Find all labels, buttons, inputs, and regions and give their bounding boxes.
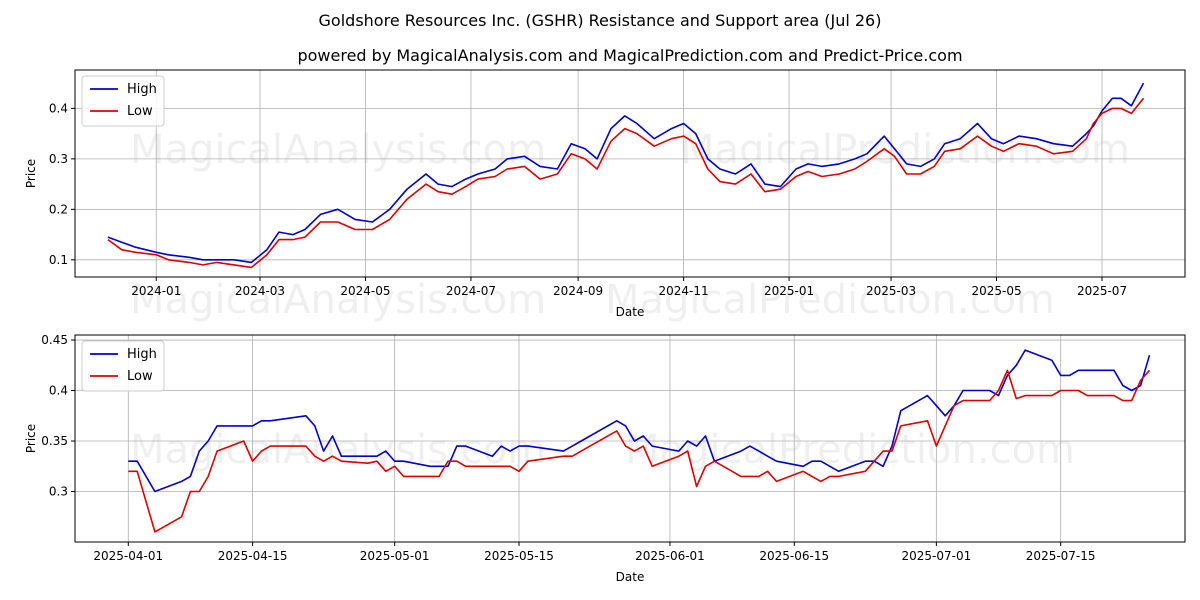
watermark-analysis-top: MagicalAnalysis.com	[130, 127, 546, 173]
series-line-low	[128, 369, 1151, 533]
x-tick-label: 2025-07-01	[901, 549, 971, 563]
plot-frame	[74, 334, 1186, 543]
x-tick-label: 2024-05	[340, 284, 390, 298]
figure-subtitle: powered by MagicalAnalysis.com and Magic…	[297, 46, 962, 65]
y-axis-label: Price	[24, 159, 38, 188]
x-tick-label: 2024-11	[659, 284, 709, 298]
x-tick-label: 2025-07-15	[1026, 549, 1096, 563]
legend-label-high: High	[127, 82, 157, 97]
plot-frame	[74, 69, 1186, 278]
x-tick-label: 2025-04-15	[218, 549, 288, 563]
y-tick-label: 0.35	[41, 434, 68, 448]
legend-label-low: Low	[127, 104, 153, 119]
legend-label-high: High	[127, 347, 157, 362]
x-tick-label: 2025-01	[764, 284, 814, 298]
x-tick-label: 2025-03	[866, 284, 916, 298]
x-tick-label: 2025-05	[971, 284, 1021, 298]
watermark-prediction-bottom: MagicalPrediction.com	[625, 427, 1075, 473]
y-axis-label: Price	[24, 424, 38, 453]
y-tick-label: 0.45	[41, 333, 68, 347]
series-line-high	[128, 349, 1151, 493]
y-tick-label: 0.3	[49, 485, 68, 499]
x-axis-label: Date	[616, 570, 645, 584]
chart-bottom: 2025-04-01 2025-04-15 2025-05-01 2025-05-15…	[24, 333, 1186, 584]
figure-title: Goldshore Resources Inc. (GSHR) Resistan…	[319, 11, 882, 30]
watermarks: MagicalAnalysis.com MagicalPrediction.co…	[130, 127, 1130, 473]
watermark-prediction-top: MagicalPrediction.com	[680, 127, 1130, 173]
y-tick-label: 0.2	[49, 202, 68, 216]
legend-label-low: Low	[127, 369, 153, 384]
chart-top: 2024-01 2024-03 2024-05 2024-07 2024-09 2024-…	[24, 69, 1186, 319]
x-tick-label: 2025-06-01	[635, 549, 705, 563]
y-tick-label: 0.4	[49, 384, 68, 398]
x-tick-label: 2024-01	[131, 284, 181, 298]
watermark-prediction-mid: MagicalPrediction.com	[605, 277, 1055, 323]
y-tick-label: 0.3	[49, 152, 68, 166]
y-tick-label: 0.4	[49, 101, 68, 115]
x-tick-label: 2025-05-15	[484, 549, 554, 563]
x-tick-label: 2025-06-15	[759, 549, 829, 563]
series-line-high	[107, 82, 1145, 264]
x-axis-label: Date	[616, 305, 645, 319]
y-tick-label: 0.1	[49, 253, 68, 267]
x-tick-label: 2024-09	[553, 284, 603, 298]
x-tick-label: 2024-03	[235, 284, 285, 298]
x-tick-label: 2025-07	[1077, 284, 1127, 298]
x-tick-label: 2025-04-01	[93, 549, 163, 563]
series-line-low	[107, 97, 1145, 269]
x-tick-label: 2024-07	[446, 284, 496, 298]
watermark-analysis-mid: MagicalAnalysis.com	[130, 277, 546, 323]
x-tick-label: 2025-05-01	[360, 549, 430, 563]
